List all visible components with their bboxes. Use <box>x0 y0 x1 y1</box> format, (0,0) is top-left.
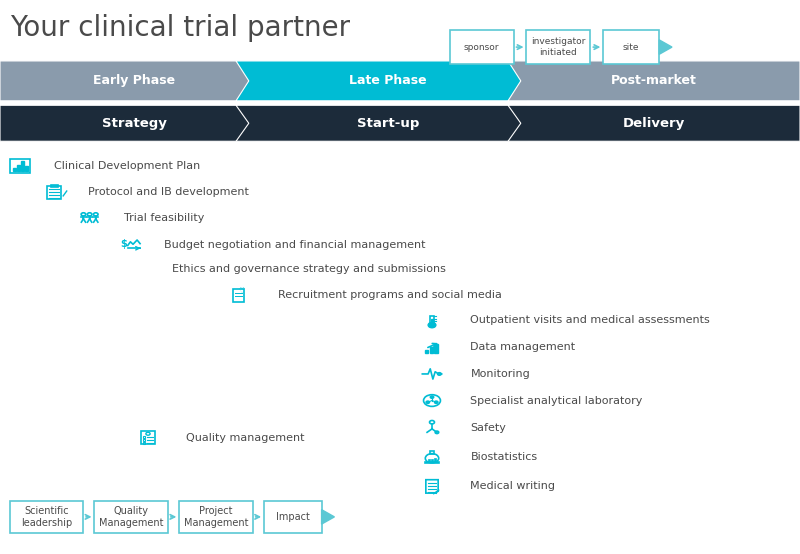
Text: Safety: Safety <box>470 423 506 433</box>
Text: Protocol and IB development: Protocol and IB development <box>88 187 249 197</box>
Text: Monitoring: Monitoring <box>470 369 530 379</box>
Text: Post-market: Post-market <box>611 74 697 88</box>
Text: Strategy: Strategy <box>102 117 166 130</box>
Bar <box>10 160 30 173</box>
Text: Specialist analytical laboratory: Specialist analytical laboratory <box>470 396 642 406</box>
Circle shape <box>430 396 434 398</box>
Bar <box>142 431 154 444</box>
Bar <box>431 459 433 461</box>
Bar <box>25 166 28 171</box>
Polygon shape <box>508 61 800 101</box>
Polygon shape <box>659 40 672 54</box>
Text: Delivery: Delivery <box>623 117 685 130</box>
Bar <box>426 461 438 463</box>
Bar <box>434 344 438 353</box>
Text: Medical writing: Medical writing <box>470 481 555 491</box>
FancyBboxPatch shape <box>526 30 590 64</box>
Text: Clinical Development Plan: Clinical Development Plan <box>54 161 201 171</box>
FancyBboxPatch shape <box>10 501 83 533</box>
Bar <box>13 168 16 171</box>
Text: Impact: Impact <box>276 512 310 522</box>
Text: Outpatient visits and medical assessments: Outpatient visits and medical assessment… <box>470 315 710 325</box>
Text: Late Phase: Late Phase <box>349 74 427 88</box>
FancyBboxPatch shape <box>603 30 659 64</box>
Bar <box>430 451 434 454</box>
Bar <box>428 459 430 461</box>
Bar <box>431 319 433 325</box>
FancyBboxPatch shape <box>94 501 168 533</box>
Bar <box>430 316 434 325</box>
FancyBboxPatch shape <box>179 501 253 533</box>
Bar <box>233 289 244 302</box>
Bar <box>21 161 24 171</box>
Text: Trial feasibility: Trial feasibility <box>124 213 204 223</box>
Bar <box>434 458 436 461</box>
Text: Project
Management: Project Management <box>184 506 248 527</box>
Polygon shape <box>508 105 800 141</box>
Bar <box>142 437 145 438</box>
Text: Quality management: Quality management <box>186 433 304 443</box>
Text: Data management: Data management <box>470 342 575 352</box>
Circle shape <box>426 401 430 403</box>
Bar <box>430 347 433 353</box>
Text: Scientific
leadership: Scientific leadership <box>21 506 72 527</box>
Circle shape <box>428 322 436 328</box>
Bar <box>51 184 58 187</box>
Polygon shape <box>236 61 540 101</box>
Bar <box>142 439 145 441</box>
Text: sponsor: sponsor <box>464 43 499 52</box>
Polygon shape <box>322 510 334 524</box>
Text: Biostatistics: Biostatistics <box>470 452 538 462</box>
Bar <box>17 165 20 171</box>
Text: Budget negotiation and financial management: Budget negotiation and financial managem… <box>164 240 426 250</box>
Bar <box>47 186 62 199</box>
Circle shape <box>434 401 438 403</box>
Bar <box>142 443 145 444</box>
FancyBboxPatch shape <box>264 501 322 533</box>
Polygon shape <box>0 105 268 141</box>
Text: Quality
Management: Quality Management <box>99 506 163 527</box>
Polygon shape <box>0 61 268 101</box>
Text: Your clinical trial partner: Your clinical trial partner <box>10 14 350 42</box>
Text: Early Phase: Early Phase <box>93 74 175 88</box>
Polygon shape <box>236 105 540 141</box>
Bar <box>425 350 428 353</box>
Text: ♡: ♡ <box>238 288 245 294</box>
Text: Ethics and governance strategy and submissions: Ethics and governance strategy and submi… <box>172 264 446 274</box>
Text: site: site <box>623 43 639 52</box>
Text: Recruitment programs and social media: Recruitment programs and social media <box>278 290 502 300</box>
Text: $: $ <box>121 239 127 249</box>
Text: Start-up: Start-up <box>357 117 419 130</box>
FancyBboxPatch shape <box>450 30 514 64</box>
Text: investigator
initiated: investigator initiated <box>531 37 586 57</box>
